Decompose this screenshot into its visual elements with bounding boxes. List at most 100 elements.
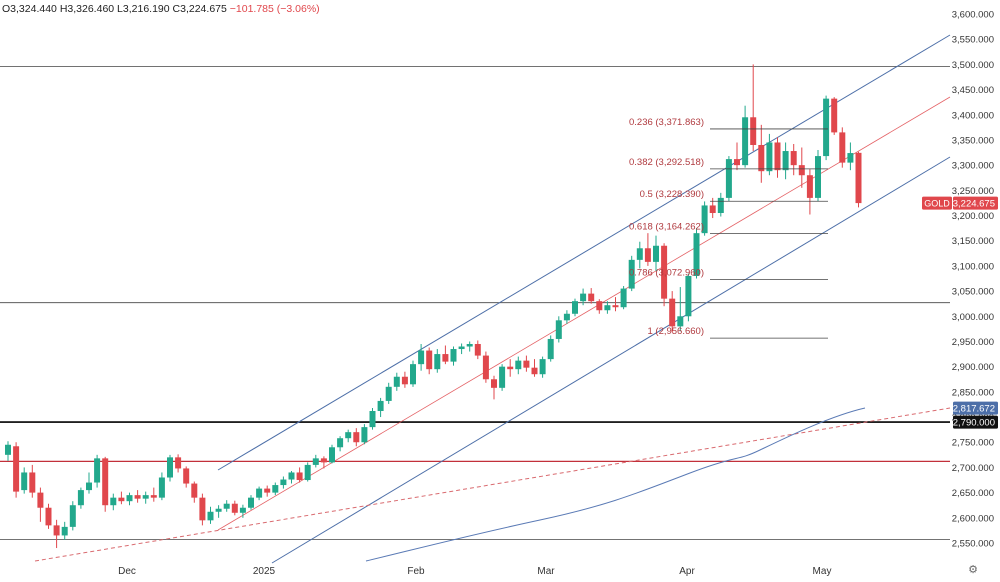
candle-down[interactable] xyxy=(491,375,497,400)
candle-up[interactable] xyxy=(272,482,279,496)
candle-up[interactable] xyxy=(653,235,659,271)
candle-up[interactable] xyxy=(580,288,587,306)
candle-down[interactable] xyxy=(734,142,740,171)
candle-down[interactable] xyxy=(482,351,489,383)
candle-down[interactable] xyxy=(150,487,157,502)
candle-up[interactable] xyxy=(717,192,724,217)
candle-up[interactable] xyxy=(207,506,214,524)
candle-up[interactable] xyxy=(158,472,165,501)
candle-up[interactable] xyxy=(410,360,416,387)
candle-up[interactable] xyxy=(847,142,854,171)
candle-down[interactable] xyxy=(750,64,757,152)
candle-down[interactable] xyxy=(401,371,408,388)
candle-up[interactable] xyxy=(636,241,643,269)
candle-down[interactable] xyxy=(426,347,433,375)
candle-up[interactable] xyxy=(337,436,344,452)
candle-down[interactable] xyxy=(474,340,481,360)
candle-up[interactable] xyxy=(823,95,830,161)
candle-up[interactable] xyxy=(701,201,708,236)
candle-up[interactable] xyxy=(69,501,76,531)
candle-up[interactable] xyxy=(466,341,473,352)
candle-down[interactable] xyxy=(523,355,530,372)
candle-down[interactable] xyxy=(669,291,676,333)
candle-down[interactable] xyxy=(661,243,668,307)
candle-down[interactable] xyxy=(183,466,190,488)
candle-down[interactable] xyxy=(102,456,109,512)
candle-up[interactable] xyxy=(215,505,222,518)
candle-down[interactable] xyxy=(806,169,813,215)
candle-down[interactable] xyxy=(53,519,60,549)
candle-up[interactable] xyxy=(61,521,68,540)
candle-down[interactable] xyxy=(596,299,603,314)
candle-up[interactable] xyxy=(223,500,230,512)
candle-up[interactable] xyxy=(815,150,821,202)
candle-down[interactable] xyxy=(839,127,846,168)
candle-up[interactable] xyxy=(450,346,457,366)
candle-down[interactable] xyxy=(296,467,303,483)
candle-up[interactable] xyxy=(604,301,611,314)
candle-up[interactable] xyxy=(126,492,133,506)
candle-down[interactable] xyxy=(45,503,52,529)
candle-up[interactable] xyxy=(86,472,92,494)
candle-up[interactable] xyxy=(110,493,117,511)
candle-up[interactable] xyxy=(515,356,522,375)
candle-up[interactable] xyxy=(312,454,319,468)
candle-down[interactable] xyxy=(191,481,198,503)
candle-down[interactable] xyxy=(612,297,619,312)
candle-up[interactable] xyxy=(782,142,789,180)
candle-down[interactable] xyxy=(320,456,327,469)
candle-up[interactable] xyxy=(142,491,149,504)
candle-down[interactable] xyxy=(758,124,765,183)
candle-up[interactable] xyxy=(377,397,384,418)
candle-down[interactable] xyxy=(774,137,781,178)
candle-up[interactable] xyxy=(766,133,773,176)
candle-up[interactable] xyxy=(5,441,11,461)
candle-down[interactable] xyxy=(231,500,238,516)
candle-up[interactable] xyxy=(248,495,254,510)
candle-up[interactable] xyxy=(563,310,570,324)
candle-up[interactable] xyxy=(742,105,749,168)
candle-up[interactable] xyxy=(94,454,101,488)
candle-down[interactable] xyxy=(199,493,206,526)
candle-up[interactable] xyxy=(385,382,392,404)
candle-down[interactable] xyxy=(790,143,797,176)
candle-up[interactable] xyxy=(547,335,554,362)
candle-up[interactable] xyxy=(329,444,335,464)
candle-up[interactable] xyxy=(167,454,173,482)
candle-up[interactable] xyxy=(418,343,425,371)
candle-down[interactable] xyxy=(118,491,125,505)
candle-down[interactable] xyxy=(37,487,44,522)
candle-down[interactable] xyxy=(134,490,141,503)
candle-up[interactable] xyxy=(280,476,287,489)
candle-up[interactable] xyxy=(21,467,28,494)
candle-down[interactable] xyxy=(353,428,360,447)
candle-up[interactable] xyxy=(572,298,578,317)
candle-down[interactable] xyxy=(798,147,805,188)
gear-icon[interactable]: ⚙ xyxy=(968,563,978,576)
candle-up[interactable] xyxy=(458,343,465,355)
candle-up[interactable] xyxy=(256,486,263,501)
candle-up[interactable] xyxy=(393,372,400,391)
candle-down[interactable] xyxy=(831,97,838,135)
candle-up[interactable] xyxy=(345,429,352,443)
candle-up[interactable] xyxy=(239,504,246,518)
candle-down[interactable] xyxy=(29,464,36,498)
candle-up[interactable] xyxy=(620,286,627,310)
candle-up[interactable] xyxy=(539,356,546,378)
candle-down[interactable] xyxy=(531,359,538,377)
candle-down[interactable] xyxy=(264,485,271,497)
candle-up[interactable] xyxy=(361,424,368,445)
candle-up[interactable] xyxy=(288,470,295,484)
candle-up[interactable] xyxy=(434,349,441,373)
candle-up[interactable] xyxy=(677,287,684,332)
candle-down[interactable] xyxy=(855,151,862,208)
candle-up[interactable] xyxy=(628,255,635,292)
candle-up[interactable] xyxy=(693,228,700,279)
candle-down[interactable] xyxy=(644,233,651,266)
candle-up[interactable] xyxy=(725,156,732,202)
candle-up[interactable] xyxy=(555,316,562,343)
candle-down[interactable] xyxy=(13,442,20,498)
candle-down[interactable] xyxy=(442,345,449,365)
candle-down[interactable] xyxy=(507,359,514,377)
